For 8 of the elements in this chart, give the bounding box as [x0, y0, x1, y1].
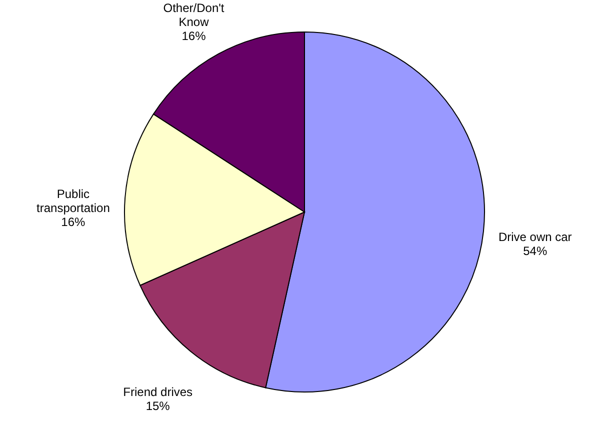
slice-label: Other/Don't Know	[163, 1, 225, 30]
slice-label: Drive own car	[498, 230, 572, 244]
slice-label: Public transportation	[36, 186, 110, 215]
data-label: 15%	[146, 398, 170, 413]
data-label: 16%	[61, 214, 86, 229]
data-label: 54%	[523, 244, 548, 258]
slice-label: Friend drives	[123, 384, 193, 399]
data-label: 16%	[182, 29, 206, 44]
